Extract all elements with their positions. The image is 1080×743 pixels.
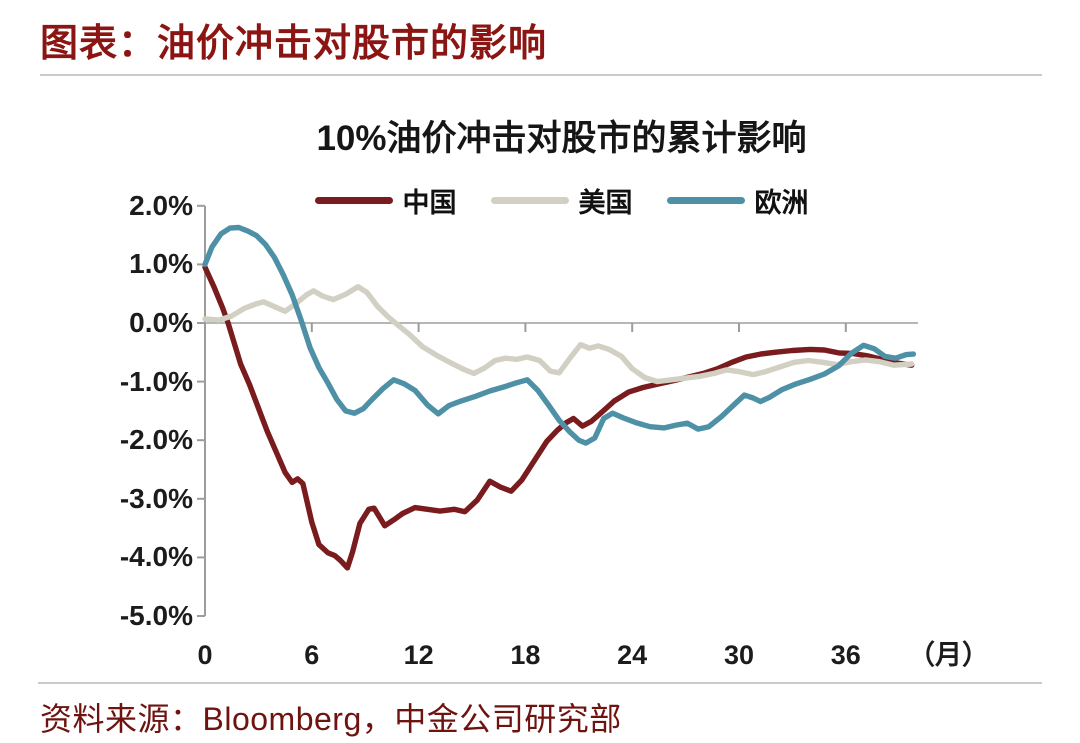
y-tick-label-1: 1.0% bbox=[129, 248, 193, 280]
y-tick-label-5: -3.0% bbox=[119, 482, 193, 514]
x-tick-label-2: 12 bbox=[403, 640, 434, 670]
bottom-divider bbox=[38, 682, 1042, 684]
legend-item-europe: 欧洲 bbox=[666, 181, 809, 220]
y-tick-label-4: -2.0% bbox=[119, 424, 193, 456]
x-tick-label-6: 36 bbox=[830, 640, 861, 670]
legend-item-china: 中国 bbox=[314, 181, 457, 220]
source-note: 资料来源：Bloomberg，中金公司研究部 bbox=[40, 701, 622, 737]
x-tick-label-5: 30 bbox=[723, 640, 755, 670]
legend-line-swatch-europe bbox=[666, 197, 745, 204]
x-axis-unit-label: （月） bbox=[908, 640, 989, 670]
legend-label-us: 美国 bbox=[578, 188, 633, 218]
legend-line-swatch-china bbox=[314, 197, 393, 204]
y-tick-label-3: -1.0% bbox=[119, 365, 193, 397]
x-tick-label-0: 0 bbox=[197, 640, 213, 670]
y-tick-label-0: 2.0% bbox=[129, 189, 193, 221]
series-line-china bbox=[202, 264, 915, 571]
legend-label-europe: 欧洲 bbox=[754, 188, 809, 218]
legend-line-swatch-us bbox=[490, 197, 569, 204]
series-line-europe bbox=[202, 224, 917, 446]
y-tick-label-7: -5.0% bbox=[119, 600, 193, 631]
y-tick-label-2: 0.0% bbox=[129, 307, 193, 338]
x-tick-label-3: 18 bbox=[510, 640, 541, 670]
chart-legend: 中国 美国 欧洲 bbox=[205, 181, 918, 220]
chart-title: 10%油价冲击对股市的累计影响 bbox=[316, 119, 807, 158]
y-tick-label-6: -4.0% bbox=[119, 541, 193, 573]
x-tick-label-1: 6 bbox=[304, 640, 320, 670]
legend-label-china: 中国 bbox=[402, 188, 457, 218]
series-line-us bbox=[202, 284, 915, 385]
page-title: 图表：油价冲击对股市的影响 bbox=[40, 23, 548, 65]
top-divider bbox=[40, 74, 1042, 76]
x-tick-label-4: 24 bbox=[617, 640, 648, 670]
legend-item-us: 美国 bbox=[490, 181, 633, 220]
